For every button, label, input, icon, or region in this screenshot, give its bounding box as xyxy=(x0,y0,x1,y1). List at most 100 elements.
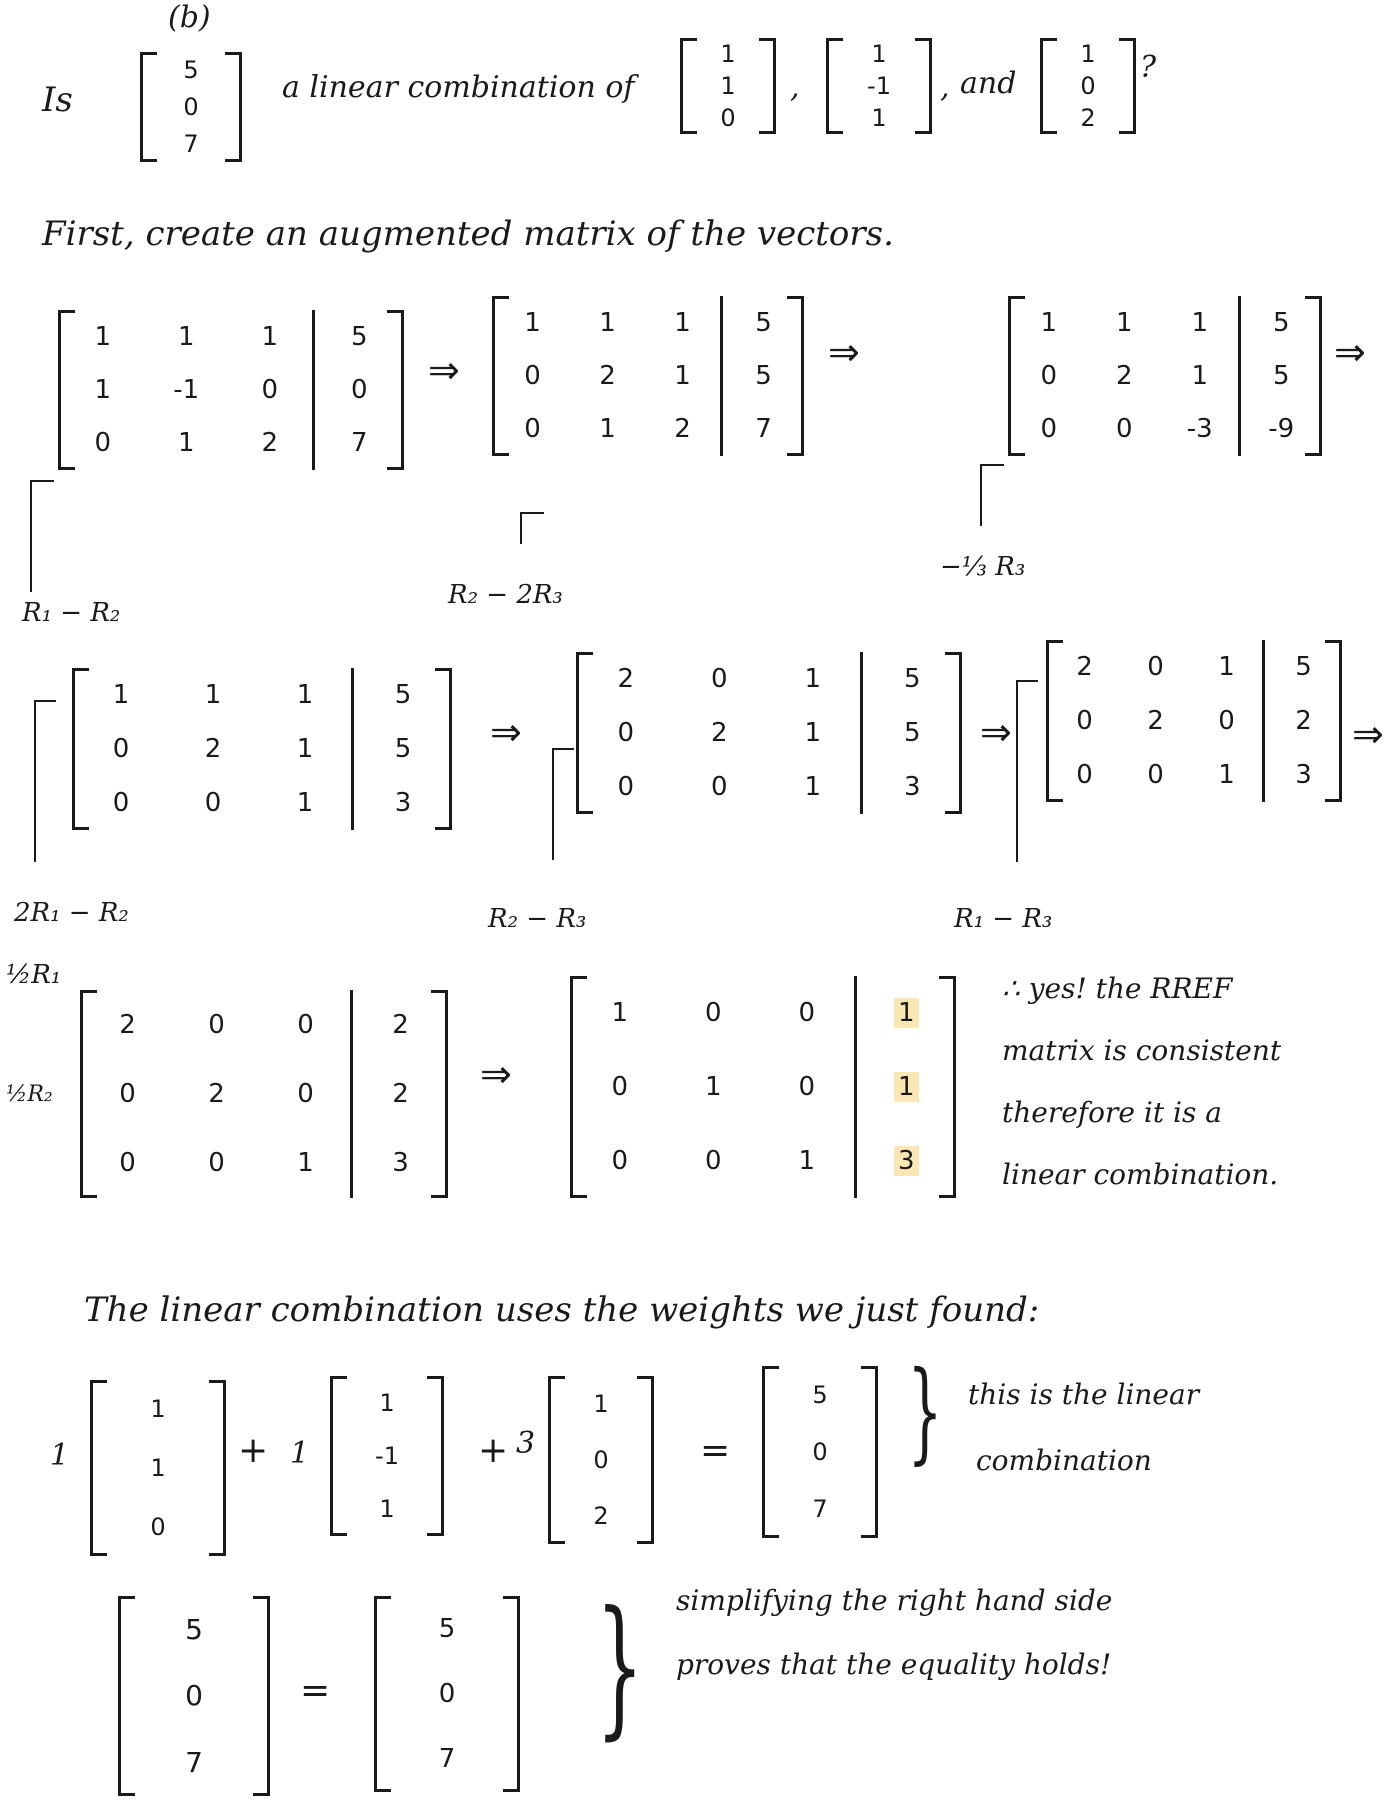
implies-arrow: ⇒ xyxy=(1352,712,1384,756)
conclusion-line: matrix is consistent xyxy=(1002,1034,1282,1067)
bracket-corner xyxy=(387,310,401,313)
augment-bar xyxy=(350,1128,353,1198)
matrix-cell: 1 xyxy=(177,321,195,352)
bracket-corner xyxy=(495,453,509,456)
separator: , xyxy=(790,70,800,105)
bracket-corner xyxy=(1119,38,1133,41)
bracket-corner xyxy=(939,1195,953,1198)
curly-brace: } xyxy=(595,1580,644,1754)
vector-entry: 1 xyxy=(1080,40,1096,68)
matrix-5: 2 0 1 5 0 2 1 5 0 0 1 3 xyxy=(576,652,962,814)
bracket-corner xyxy=(83,1195,97,1198)
matrix-cell: 7 xyxy=(755,414,772,445)
bracket-corner xyxy=(637,1376,651,1379)
matrix-cell: 1 xyxy=(1218,760,1235,790)
vector-a2: 1 -1 1 xyxy=(826,38,932,134)
augment-bar xyxy=(350,1059,353,1129)
bracket-corner xyxy=(253,1793,267,1796)
implies-arrow: ⇒ xyxy=(828,330,860,374)
matrix-cell: 0 xyxy=(1115,414,1133,445)
matrix-7: 2 0 0 2 0 2 0 2 0 0 1 3 xyxy=(80,990,448,1198)
row-op-label: R₁ − R₂ xyxy=(22,598,121,628)
matrix-cell: 0 xyxy=(112,788,130,818)
bracket-corner xyxy=(503,1789,517,1792)
vector-entry: 5 xyxy=(183,56,199,85)
matrix-cell: 1 xyxy=(599,414,616,445)
vector-entry: 1 xyxy=(871,104,887,132)
matrix-cell: 2 xyxy=(1147,706,1164,736)
matrix-cell: 0 xyxy=(119,1078,136,1109)
matrix-rref: 1 0 0 1 0 1 0 1 0 0 1 3 xyxy=(570,976,956,1198)
matrix-cell: 1 xyxy=(674,360,691,391)
vector-entry: 0 xyxy=(812,1437,828,1466)
matrix-cell: 0 xyxy=(710,772,728,802)
matrix-cell: 0 xyxy=(710,664,728,694)
row-op-label: −⅓ R₃ xyxy=(940,552,1026,582)
vector-entry: 0 xyxy=(150,1512,166,1541)
matrix-cell: 1 xyxy=(177,428,195,459)
row-op-label: R₂ − R₃ xyxy=(488,904,587,934)
augment-bar xyxy=(311,363,315,417)
matrix-cell: 0 xyxy=(798,1072,816,1102)
bracket-corner xyxy=(861,1535,875,1538)
plus-sign: + xyxy=(478,1430,509,1471)
matrix-cell: 1 xyxy=(599,307,616,338)
matrix-cell: 3 xyxy=(392,1148,409,1179)
matrix-cell: 1 xyxy=(804,664,822,694)
matrix-cell: 5 xyxy=(1272,307,1290,338)
combo-note: this is the linear xyxy=(968,1378,1200,1411)
bracket-corner xyxy=(377,1596,391,1599)
bracket-corner xyxy=(1011,296,1025,299)
vector-entry: 0 xyxy=(183,92,199,121)
solution-highlight: 3 xyxy=(893,1146,919,1176)
bracket-corner xyxy=(573,976,587,979)
matrix-cell: 5 xyxy=(1272,360,1290,391)
bracket-corner xyxy=(683,131,697,134)
bracket-corner xyxy=(1011,453,1025,456)
bracket-corner xyxy=(551,1541,565,1544)
weight-1: 1 xyxy=(50,1438,70,1473)
matrix-cell: 0 xyxy=(704,1146,722,1176)
bracket-corner xyxy=(61,467,75,470)
matrix-cell: -1 xyxy=(173,374,200,405)
bracket-corner xyxy=(75,668,89,671)
matrix-cell: 1 xyxy=(804,718,822,748)
bracket-corner xyxy=(209,1553,223,1556)
vector-entry: 0 xyxy=(1080,72,1096,100)
row-op-hook xyxy=(30,480,54,592)
matrix-cell: 3 xyxy=(903,772,921,802)
bracket-corner xyxy=(333,1376,347,1379)
bracket-corner xyxy=(759,131,773,134)
combo-vector-1: 1 1 0 xyxy=(90,1380,226,1556)
matrix-cell: 1 xyxy=(261,321,279,352)
augment-bar xyxy=(720,349,723,403)
matrix-cell: 5 xyxy=(1295,652,1312,682)
matrix-cell: 2 xyxy=(392,1078,409,1109)
row-op-label: 2R₁ − R₂ xyxy=(14,898,129,928)
matrix-cell: 0 xyxy=(94,428,112,459)
matrix-cell: 0 xyxy=(524,414,541,445)
augment-bar xyxy=(1237,296,1241,350)
vector-a3: 1 0 2 xyxy=(1040,38,1136,134)
final-lhs-vector: 5 0 7 xyxy=(118,1596,270,1796)
bracket-corner xyxy=(573,1195,587,1198)
bracket-corner xyxy=(387,467,401,470)
solution-highlight: 1 xyxy=(893,1072,919,1102)
augment-bar xyxy=(720,402,723,456)
matrix-cell: 3 xyxy=(1295,760,1312,790)
bracket-corner xyxy=(945,652,959,655)
combo-result: 5 0 7 xyxy=(762,1366,878,1538)
implies-arrow: ⇒ xyxy=(480,1052,512,1096)
question-middle: a linear combination of xyxy=(282,70,635,105)
vector-entry: 7 xyxy=(185,1746,203,1780)
bracket-corner xyxy=(579,652,593,655)
combo-note: combination xyxy=(976,1444,1152,1477)
augment-bar xyxy=(351,668,354,722)
implies-arrow: ⇒ xyxy=(490,710,522,754)
bracket-corner xyxy=(431,990,445,993)
matrix-cell: 1 xyxy=(1191,307,1209,338)
bracket-corner xyxy=(427,1533,441,1536)
final-note: proves that the equality holds! xyxy=(676,1648,1112,1681)
bracket-corner xyxy=(333,1533,347,1536)
vector-entry: 0 xyxy=(593,1446,609,1474)
